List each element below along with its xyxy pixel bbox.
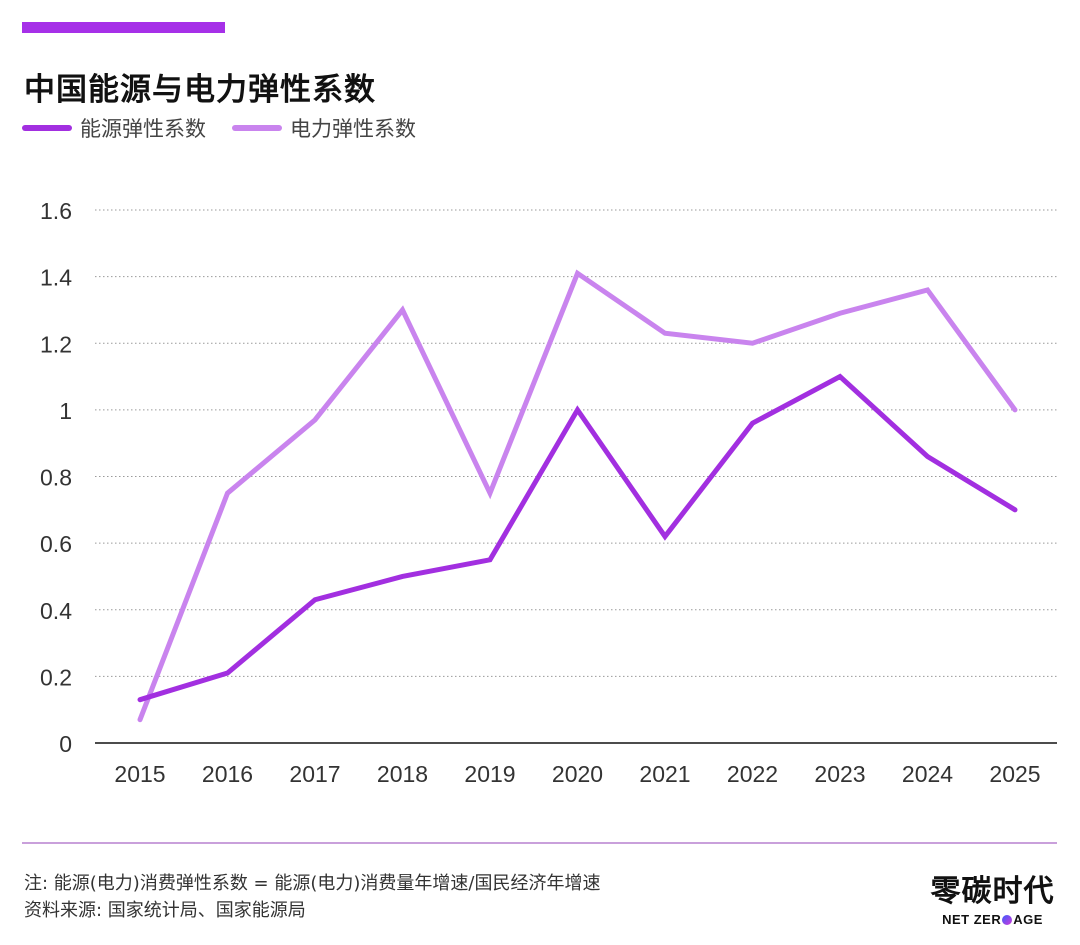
- legend-label-electricity: 电力弹性系数: [290, 117, 416, 141]
- source-note: 资料来源: 国家统计局、国家能源局: [24, 900, 306, 921]
- accent-bar: [22, 22, 225, 33]
- y-tick-label: 0.8: [40, 465, 72, 491]
- x-tick-label: 2018: [377, 761, 428, 787]
- y-tick-label: 1.6: [40, 198, 72, 224]
- series-line-electricity: [137, 269, 1018, 723]
- x-tick-label: 2022: [727, 761, 778, 787]
- y-tick-label: 0.4: [40, 598, 72, 624]
- y-tick-label: 1.4: [40, 265, 72, 291]
- y-tick-label: 0.2: [40, 664, 72, 690]
- legend-swatch-energy: [22, 125, 72, 131]
- logo-dot-icon: [1002, 914, 1013, 925]
- x-tick-label: 2025: [989, 761, 1040, 787]
- legend-item-energy: 能源弹性系数: [22, 113, 206, 143]
- x-tick-label: 2016: [202, 761, 253, 787]
- y-tick-label: 0.6: [40, 531, 72, 557]
- x-tick-label: 2020: [552, 761, 603, 787]
- x-axis-ticks: 2015 2016 2017 2018 2019 2020 2021 2022 2023 2024…: [114, 761, 1040, 787]
- x-tick-label: 2021: [639, 761, 690, 787]
- logo-chinese: 零碳时代: [930, 874, 1055, 909]
- y-axis-ticks: 0 0.2 0.4 0.6 0.8 1 1.2 1.4 1.6: [40, 198, 72, 757]
- x-tick-label: 2023: [814, 761, 865, 787]
- x-tick-label: 2019: [464, 761, 515, 787]
- y-tick-label: 1: [59, 398, 72, 424]
- legend-label-energy: 能源弹性系数: [80, 117, 206, 141]
- legend-swatch-electricity: [232, 125, 282, 131]
- legend-item-electricity: 电力弹性系数: [232, 113, 416, 143]
- footer-divider: [22, 842, 1057, 844]
- x-tick-label: 2015: [114, 761, 165, 787]
- brand-logo: 零碳时代 NET ZER AGE: [925, 866, 1060, 927]
- legend: 能源弹性系数 电力弹性系数: [22, 113, 442, 143]
- series-line-energy: [137, 373, 1018, 703]
- chart-title: 中国能源与电力弹性系数: [24, 72, 376, 108]
- logo-english-left: NET ZER: [942, 912, 1002, 927]
- logo-english-right: AGE: [1013, 912, 1043, 927]
- footnote: 注: 能源(电力)消费弹性系数 = 能源(电力)消费量年增速/国民经济年增速 资…: [24, 870, 600, 924]
- y-tick-label: 1.2: [40, 331, 72, 357]
- x-tick-label: 2024: [902, 761, 953, 787]
- logo-english: NET ZER AGE: [925, 912, 1060, 927]
- y-tick-label: 0: [59, 731, 72, 757]
- formula-note: 注: 能源(电力)消费弹性系数 = 能源(电力)消费量年增速/国民经济年增速: [24, 873, 601, 894]
- x-tick-label: 2017: [289, 761, 340, 787]
- series-lines: [137, 269, 1018, 723]
